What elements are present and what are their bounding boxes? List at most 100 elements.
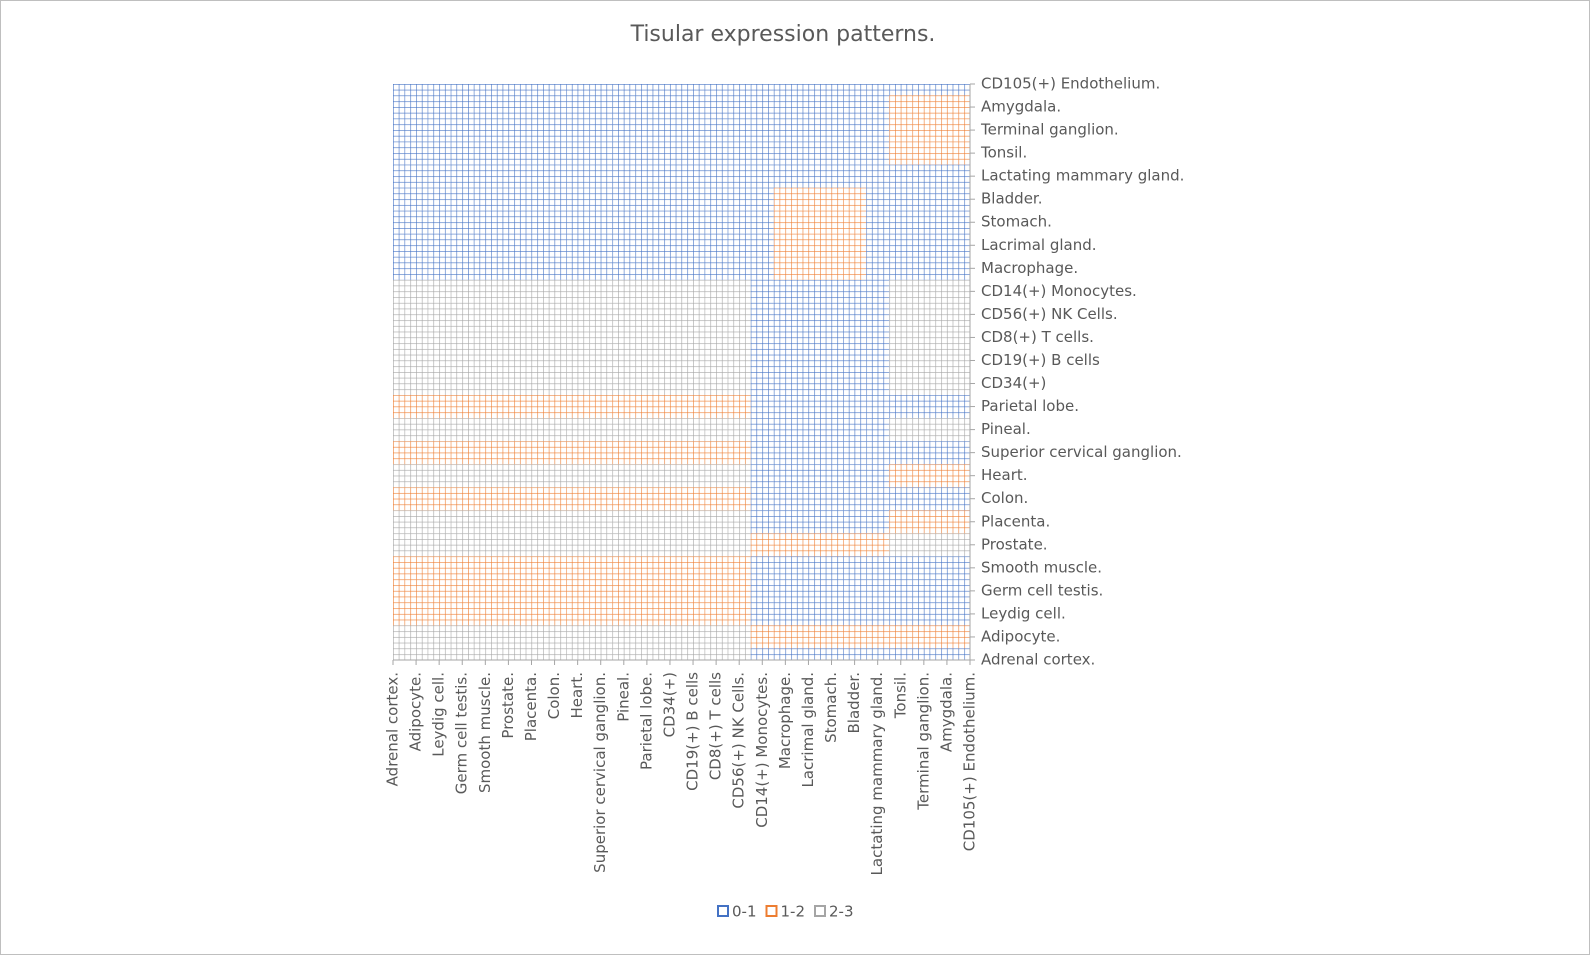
surface-cell xyxy=(566,164,590,188)
surface-cell xyxy=(658,464,682,488)
surface-cell xyxy=(727,533,751,557)
surface-cell xyxy=(681,395,705,419)
surface-cell xyxy=(658,441,682,465)
surface-cell xyxy=(866,118,890,142)
surface-cell xyxy=(750,418,774,442)
surface-cell xyxy=(543,118,567,142)
x-tick-label: CD14(+) Monocytes. xyxy=(753,672,771,828)
surface-cell xyxy=(427,95,451,119)
surface-cell xyxy=(393,141,405,165)
surface-cell xyxy=(393,418,405,442)
surface-cell xyxy=(566,95,590,119)
surface-cell xyxy=(393,648,405,660)
surface-cell xyxy=(427,210,451,234)
surface-cell xyxy=(519,556,544,580)
surface-cell xyxy=(496,141,520,165)
surface-cell xyxy=(912,533,936,557)
surface-cell xyxy=(566,533,590,557)
surface-cell xyxy=(819,510,844,534)
surface-cell xyxy=(889,325,913,349)
surface-cell xyxy=(543,348,567,372)
surface-cell xyxy=(796,164,820,188)
surface-cell xyxy=(704,648,728,660)
surface-cell xyxy=(450,279,474,303)
surface-cell xyxy=(473,418,497,442)
y-tick-label: Smooth muscle. xyxy=(981,558,1102,576)
surface-cell xyxy=(935,556,959,580)
surface-cell xyxy=(750,302,774,326)
surface-cell xyxy=(958,279,970,303)
surface-cell xyxy=(393,487,405,511)
surface-cell xyxy=(750,84,774,96)
surface-cell xyxy=(543,625,567,649)
surface-cell xyxy=(543,418,567,442)
surface-cell xyxy=(819,464,844,488)
surface-cell xyxy=(750,141,774,165)
surface-cell xyxy=(612,418,636,442)
legend-swatch xyxy=(765,905,778,917)
surface-cell xyxy=(519,164,544,188)
surface-cell xyxy=(866,348,890,372)
surface-cell xyxy=(543,579,567,603)
surface-cell xyxy=(704,556,728,580)
surface-cell xyxy=(566,210,590,234)
surface-cell xyxy=(750,95,774,119)
surface-cell xyxy=(450,648,474,660)
surface-cell xyxy=(889,487,913,511)
surface-cell xyxy=(635,395,659,419)
surface-cell xyxy=(658,602,682,626)
surface-cell xyxy=(519,418,544,442)
surface-cell xyxy=(866,372,890,396)
y-tick-label: Stomach. xyxy=(981,213,1052,231)
surface-cell xyxy=(912,441,936,465)
surface-cell xyxy=(773,464,797,488)
surface-cell xyxy=(796,348,820,372)
surface-cell xyxy=(473,233,497,257)
surface-cell xyxy=(496,210,520,234)
surface-cell xyxy=(727,118,751,142)
surface-cell xyxy=(519,279,544,303)
surface-cell xyxy=(393,533,405,557)
surface-cell xyxy=(796,372,820,396)
surface-cell xyxy=(704,164,728,188)
surface-cell xyxy=(589,302,613,326)
x-tick-label: Pineal. xyxy=(614,672,632,722)
surface-cell xyxy=(450,256,474,280)
surface-cell xyxy=(519,210,544,234)
surface-cell xyxy=(450,141,474,165)
surface-cell xyxy=(450,418,474,442)
surface-cell xyxy=(450,325,474,349)
surface-cell xyxy=(473,510,497,534)
surface-cell xyxy=(681,233,705,257)
surface-cell xyxy=(681,648,705,660)
surface-cell xyxy=(796,441,820,465)
surface-cell xyxy=(566,556,590,580)
surface-cell xyxy=(843,556,867,580)
surface-cell xyxy=(473,602,497,626)
surface-cell xyxy=(727,579,751,603)
surface-cell xyxy=(404,325,428,349)
surface-cell xyxy=(796,464,820,488)
surface-cell xyxy=(519,441,544,465)
surface-cell xyxy=(589,441,613,465)
surface-cell xyxy=(635,325,659,349)
surface-cell xyxy=(393,510,405,534)
surface-cell xyxy=(889,95,913,119)
surface-cell xyxy=(912,118,936,142)
surface-cell xyxy=(681,625,705,649)
surface-cell xyxy=(866,95,890,119)
surface-cell xyxy=(427,118,451,142)
y-tick-label: Terminal ganglion. xyxy=(980,121,1119,139)
surface-cell xyxy=(612,325,636,349)
surface-cell xyxy=(612,141,636,165)
surface-cell xyxy=(704,579,728,603)
surface-cell xyxy=(404,118,428,142)
surface-cell xyxy=(519,625,544,649)
surface-cell xyxy=(404,533,428,557)
y-tick-label: CD56(+) NK Cells. xyxy=(981,305,1118,323)
surface-cell xyxy=(843,533,867,557)
surface-cell xyxy=(819,210,844,234)
surface-cell xyxy=(773,372,797,396)
